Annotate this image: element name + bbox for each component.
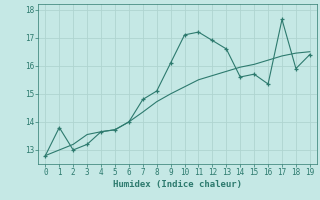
X-axis label: Humidex (Indice chaleur): Humidex (Indice chaleur) [113,180,242,189]
